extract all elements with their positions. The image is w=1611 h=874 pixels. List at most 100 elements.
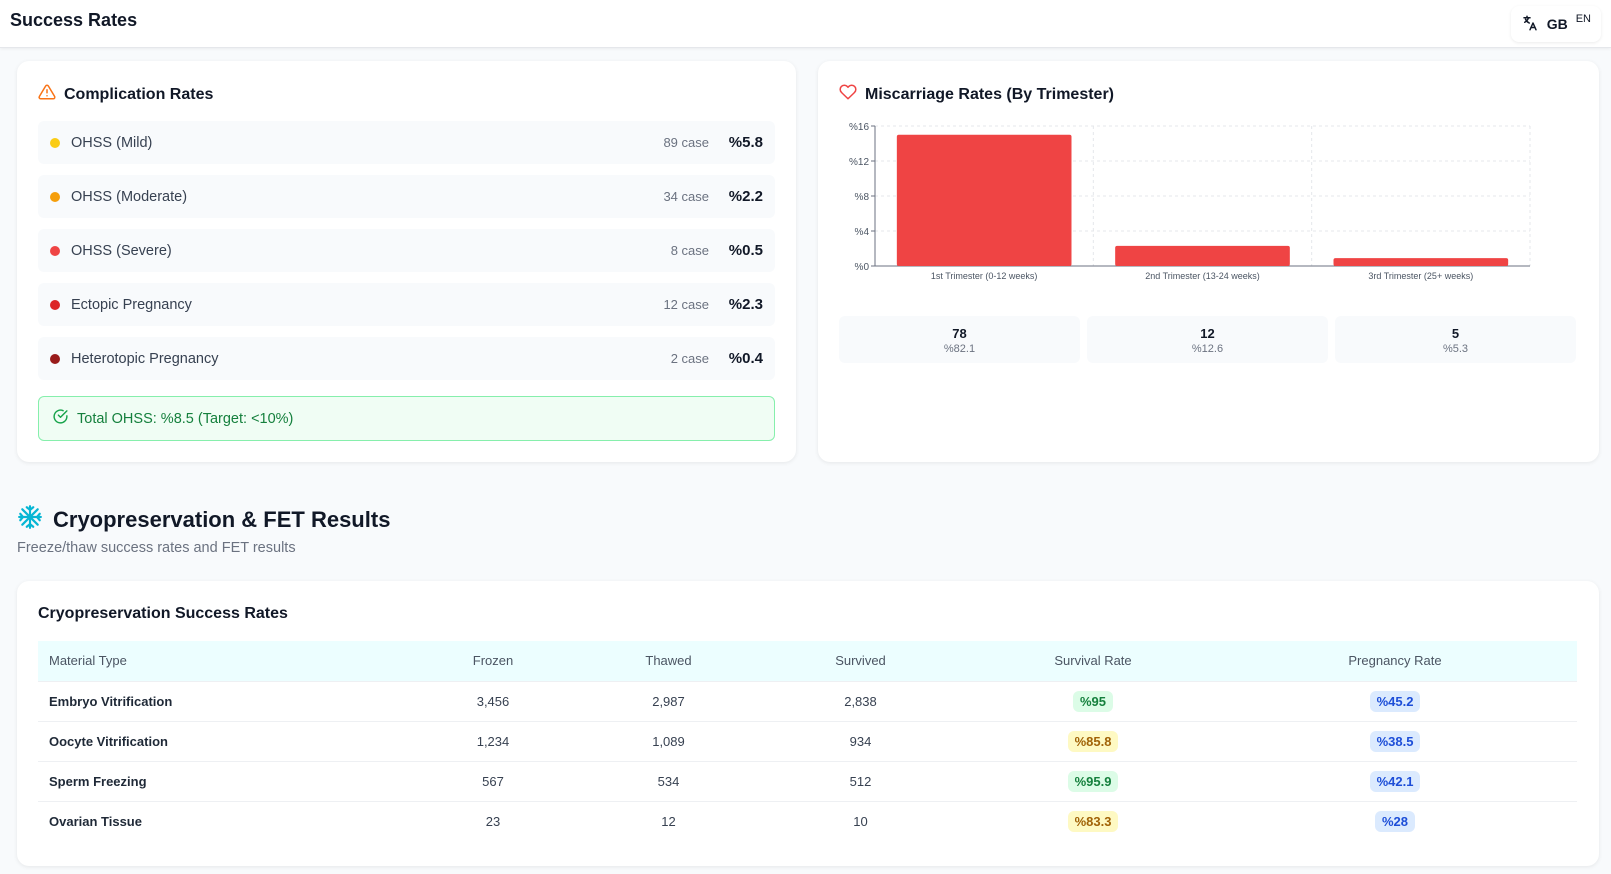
miscarriage-rates-card: Miscarriage Rates (By Trimester) %0 %4 %8%… xyxy=(818,61,1599,462)
survival-rate-cell: %95 xyxy=(973,680,1213,721)
table-row: Ovarian Tissue 23 12 10 %83.3 %28 xyxy=(38,800,1577,841)
table-header-row: Material Type Frozen Thawed Survived Sur… xyxy=(38,641,1577,681)
status-dot xyxy=(50,353,60,364)
total-ohss-text: Total OHSS: %8.5 (Target: <10%) xyxy=(77,410,294,427)
stat-percent: %82.1 xyxy=(943,343,976,355)
total-ohss-banner: Total OHSS: %8.5 (Target: <10%) xyxy=(38,396,775,441)
frozen-cell: 23 xyxy=(397,800,589,841)
complication-percent: %2.3 xyxy=(728,296,763,313)
complication-item: Ectopic Pregnancy 12 case %2.3 xyxy=(38,283,775,326)
survival-rate-badge: %95 xyxy=(1072,690,1114,712)
section-title: Cryopreservation & FET Results xyxy=(53,506,391,532)
complication-label: Heterotopic Pregnancy xyxy=(71,350,219,367)
thawed-cell: 534 xyxy=(589,760,748,801)
frozen-cell: 567 xyxy=(397,760,589,801)
complication-label: OHSS (Mild) xyxy=(71,134,153,151)
complication-percent: %5.8 xyxy=(728,134,763,151)
survived-cell: 10 xyxy=(748,800,973,841)
col-survived: Survived xyxy=(835,653,886,669)
material-type-cell: Oocyte Vitrification xyxy=(38,720,397,761)
survived-cell: 2,838 xyxy=(748,680,973,721)
complication-label: OHSS (Severe) xyxy=(71,242,172,259)
pregnancy-rate-badge: %42.1 xyxy=(1369,770,1421,792)
bar-2 xyxy=(1115,245,1290,266)
cryo-section-header: Cryopreservation & FET Results xyxy=(17,504,390,535)
pregnancy-rate-badge: %45.2 xyxy=(1369,690,1421,712)
material-type-cell: Ovarian Tissue xyxy=(38,800,397,841)
top-bar: Success Rates GB EN xyxy=(0,0,1611,48)
material-type-cell: Sperm Freezing xyxy=(38,760,397,801)
col-pregnancy-rate: Pregnancy Rate xyxy=(1348,653,1442,669)
translate-icon xyxy=(1521,14,1539,35)
miscarriage-bar-chart: %0 %4 %8 %12 %16 1st Trimester (0-12 weeks) 2n… xyxy=(849,122,1531,281)
complication-count: 12 case xyxy=(663,297,709,312)
y-tick-label: %8 xyxy=(855,192,870,203)
survival-rate-cell: %85.8 xyxy=(973,720,1213,761)
thawed-cell: 2,987 xyxy=(589,680,748,721)
status-dot xyxy=(50,137,60,148)
trimester-stat: 12 %12.6 xyxy=(1087,316,1328,363)
y-tick-label: %4 xyxy=(855,227,870,238)
survival-rate-badge: %85.8 xyxy=(1067,730,1119,752)
complication-label: OHSS (Moderate) xyxy=(71,188,188,205)
x-tick-label: 3rd Trimester (25+ weeks) xyxy=(1368,271,1473,281)
card-title: Complication Rates xyxy=(64,85,214,103)
complication-item: Heterotopic Pregnancy 2 case %0.4 xyxy=(38,337,775,380)
language-code: GB xyxy=(1546,16,1568,32)
x-tick-label: 1st Trimester (0-12 weeks) xyxy=(931,271,1038,281)
cryo-table-body: Embryo Vitrification 3,456 2,987 2,838 %95 %4… xyxy=(38,680,1577,841)
check-circle-icon xyxy=(52,408,69,429)
pregnancy-rate-badge: %38.5 xyxy=(1369,730,1421,752)
y-tick-label: %0 xyxy=(855,262,870,273)
material-type-cell: Embryo Vitrification xyxy=(38,680,397,721)
survival-rate-cell: %83.3 xyxy=(973,800,1213,841)
bar-1 xyxy=(896,134,1072,266)
survival-rate-badge: %83.3 xyxy=(1067,810,1119,832)
warning-icon xyxy=(38,83,56,106)
card-title: Miscarriage Rates (By Trimester) xyxy=(865,85,1114,103)
frozen-cell: 1,234 xyxy=(397,720,589,761)
complication-item: OHSS (Moderate) 34 case %2.2 xyxy=(38,175,775,218)
status-dot xyxy=(50,245,60,256)
thawed-cell: 12 xyxy=(589,800,748,841)
complication-item: OHSS (Severe) 8 case %0.5 xyxy=(38,229,775,272)
trimester-stat: 78 %82.1 xyxy=(839,316,1080,363)
cryo-success-card: Cryopreservation Success Rates Material … xyxy=(17,581,1599,866)
complication-count: 34 case xyxy=(663,189,709,204)
complication-count: 89 case xyxy=(663,135,709,150)
cryo-table: Material Type Frozen Thawed Survived Sur… xyxy=(38,641,1577,841)
language-selector[interactable]: GB EN xyxy=(1510,6,1601,42)
pregnancy-rate-cell: %28 xyxy=(1213,800,1577,841)
heart-icon xyxy=(839,83,857,106)
col-survival-rate: Survival Rate xyxy=(1054,653,1132,669)
miscarriage-stats: 78 %82.1 12 %12.6 5 %5.3 xyxy=(839,316,1576,363)
complication-count: 2 case xyxy=(670,351,709,366)
table-row: Embryo Vitrification 3,456 2,987 2,838 %95 %4… xyxy=(38,680,1577,721)
stat-count: 12 xyxy=(1200,326,1215,341)
col-thawed: Thawed xyxy=(645,653,692,669)
table-row: Oocyte Vitrification 1,234 1,089 934 %85.8 %3… xyxy=(38,720,1577,761)
x-tick-label: 2nd Trimester (13-24 weeks) xyxy=(1145,271,1260,281)
language-sub: EN xyxy=(1575,13,1591,25)
y-tick-label: %16 xyxy=(849,122,869,133)
complication-item: OHSS (Mild) 89 case %5.8 xyxy=(38,121,775,164)
pregnancy-rate-badge: %28 xyxy=(1374,810,1416,832)
complication-rates-card: Complication Rates OHSS (Mild) 89 case %5.… xyxy=(17,61,796,462)
miscarriage-rates-header: Miscarriage Rates (By Trimester) xyxy=(839,83,1114,106)
survived-cell: 512 xyxy=(748,760,973,801)
col-material-type: Material Type xyxy=(49,653,127,669)
complication-count: 8 case xyxy=(670,243,709,258)
snowflake-icon xyxy=(17,504,43,535)
pregnancy-rate-cell: %42.1 xyxy=(1213,760,1577,801)
section-description: Freeze/thaw success rates and FET result… xyxy=(17,540,296,556)
complication-percent: %2.2 xyxy=(728,188,763,205)
frozen-cell: 3,456 xyxy=(397,680,589,721)
stat-count: 78 xyxy=(952,326,967,341)
pregnancy-rate-cell: %38.5 xyxy=(1213,720,1577,761)
complication-percent: %0.4 xyxy=(728,350,763,367)
pregnancy-rate-cell: %45.2 xyxy=(1213,680,1577,721)
complication-list: OHSS (Mild) 89 case %5.8 OHSS (Moderate) 34 … xyxy=(38,121,775,391)
survival-rate-badge: %95.9 xyxy=(1067,770,1119,792)
complication-percent: %0.5 xyxy=(728,242,763,259)
table-row: Sperm Freezing 567 534 512 %95.9 %42.1 xyxy=(38,760,1577,801)
